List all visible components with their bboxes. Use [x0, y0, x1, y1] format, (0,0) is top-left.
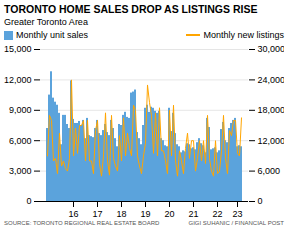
svg-text:20: 20 [164, 209, 174, 219]
html-text:Greater Toronto Area: Greater Toronto Area [4, 17, 88, 27]
svg-text:17: 17 [92, 209, 102, 219]
svg-text:6,000: 6,000 [9, 136, 32, 146]
html-text:GIGI SUHANIC / FINANCIAL POST: GIGI SUHANIC / FINANCIAL POST [188, 220, 284, 226]
svg-text:15,000: 15,000 [4, 44, 32, 54]
html-text:Monthly new listings: Monthly new listings [203, 30, 284, 40]
html-text:Monthly unit sales: Monthly unit sales [16, 30, 88, 40]
svg-text:30,000: 30,000 [258, 44, 285, 54]
html-text:SOURCE: TORONTO REGIONAL REAL: SOURCE: TORONTO REGIONAL REAL ESTATE BOA… [4, 220, 160, 226]
svg-text:6,000: 6,000 [258, 166, 281, 176]
svg-text:9,000: 9,000 [9, 105, 32, 115]
svg-text:0: 0 [258, 196, 263, 206]
svg-text:18,000: 18,000 [258, 105, 285, 115]
svg-text:18: 18 [116, 209, 126, 219]
svg-text:16: 16 [68, 209, 78, 219]
svg-text:21: 21 [188, 209, 198, 219]
svg-text:24,000: 24,000 [258, 75, 285, 85]
html-text:TORONTO HOME SALES DROP AS LIS: TORONTO HOME SALES DROP AS LISTINGS RISE [4, 3, 258, 15]
svg-text:3,000: 3,000 [9, 166, 32, 176]
svg-text:12,000: 12,000 [258, 136, 285, 146]
svg-text:23: 23 [232, 209, 242, 219]
svg-text:12,000: 12,000 [4, 75, 32, 85]
svg-text:19: 19 [140, 209, 150, 219]
svg-text:22: 22 [212, 209, 222, 219]
svg-text:0: 0 [26, 196, 31, 206]
